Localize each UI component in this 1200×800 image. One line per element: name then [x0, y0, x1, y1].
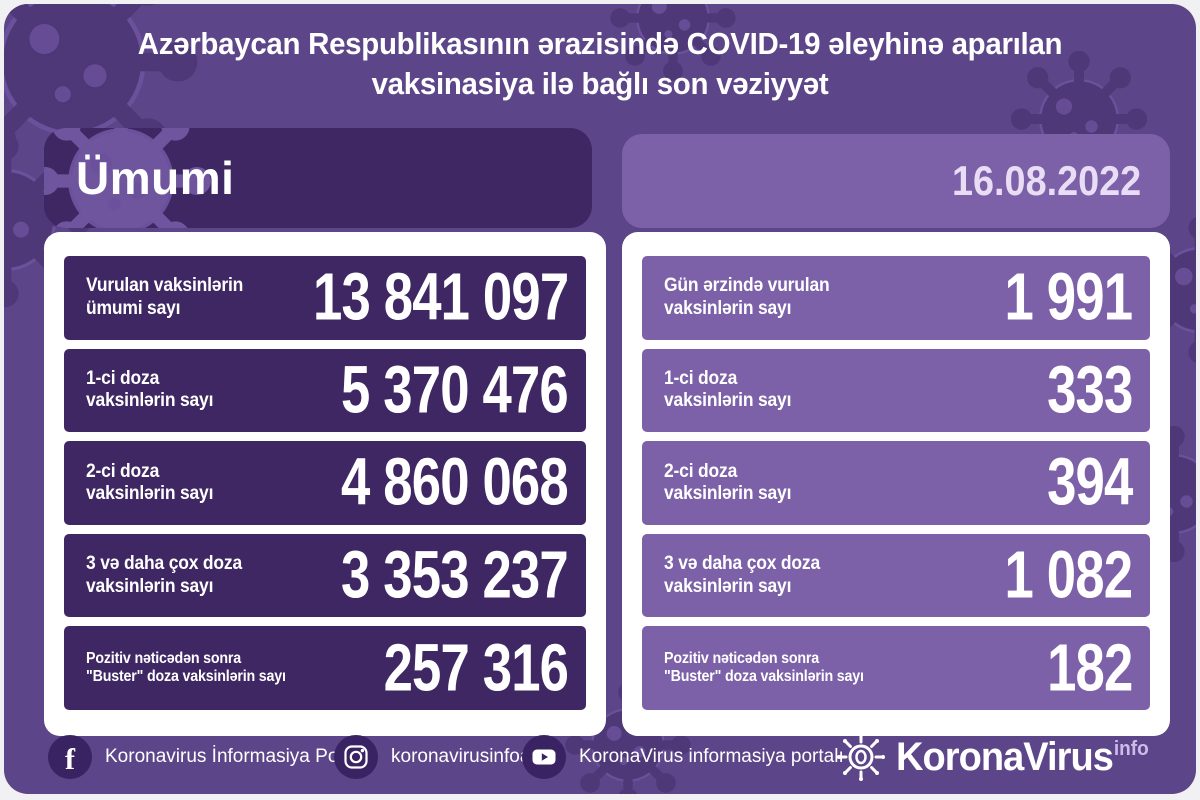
- brand-logo: KoronaVirusinfo: [836, 732, 1161, 782]
- instagram-label: koronavirusinfoaz: [391, 746, 540, 767]
- totals-header: Ümumi: [44, 128, 592, 228]
- stat-value: 257 316: [383, 630, 568, 706]
- footer: f Koronavirus İnformasiya Portalı korona…: [4, 720, 1196, 794]
- stat-row-dose1-total: 1-ci doza vaksinlərin sayı 5 370 476: [64, 348, 586, 433]
- stat-value: 4 860 068: [341, 445, 569, 521]
- title-line-2: vaksinasiya ilə bağlı son vəziyyət: [371, 66, 829, 102]
- brand-name: KoronaVirusinfo: [896, 734, 1149, 779]
- stat-label: Pozitiv nəticədən sonra "Buster" doza vak…: [664, 649, 864, 686]
- stat-row-daily-vaccines: Gün ərzində vurulan vaksinlərin sayı 1 99…: [642, 256, 1150, 340]
- stat-value: 1 991: [1004, 260, 1132, 336]
- stat-value: 182: [1046, 630, 1133, 706]
- facebook-item: f Koronavirus İnformasiya Portalı: [48, 735, 370, 779]
- totals-header-label: Ümumi: [76, 152, 235, 204]
- stat-value: 3 353 237: [341, 538, 569, 613]
- stat-value: 5 370 476: [341, 353, 569, 428]
- instagram-item: koronavirusinfoaz: [334, 735, 540, 779]
- page-title: Azərbaycan Respublikasının ərazisində CO…: [34, 24, 1166, 105]
- facebook-icon: f: [48, 735, 92, 779]
- daily-panel: 16.08.2022 Gün ərzində vurulan vaksinləri…: [622, 128, 1170, 736]
- stat-row-booster-daily: Pozitiv nəticədən sonra "Buster" doza vak…: [642, 626, 1150, 710]
- stat-row-booster-total: Pozitiv nəticədən sonra "Buster" doza vak…: [64, 626, 586, 710]
- title-line-1: Azərbaycan Respublikasının ərazisində CO…: [137, 26, 1063, 61]
- stat-label: Gün ərzində vurulan vaksinlərin sayı: [664, 275, 830, 319]
- brand-virus-icon: [837, 733, 885, 781]
- poster-background: Azərbaycan Respublikasının ərazisində CO…: [4, 4, 1196, 794]
- stat-label: 3 və daha çox doza vaksinlərin sayı: [86, 553, 243, 597]
- stat-row-total-vaccines: Vurulan vaksinlərin ümumi sayı 13 841 097: [64, 256, 586, 340]
- stat-row-dose2-daily: 2-ci doza vaksinlərin sayı 394: [642, 441, 1150, 525]
- stat-value: 13 841 097: [312, 260, 569, 336]
- stat-value: 1 082: [1004, 538, 1132, 613]
- stat-row-dose1-daily: 1-ci doza vaksinlərin sayı 333: [642, 348, 1150, 433]
- stat-label: 2-ci doza vaksinlərin sayı: [86, 460, 214, 504]
- totals-card: Vurulan vaksinlərin ümumi sayı 13 841 097…: [44, 232, 606, 736]
- report-date: 16.08.2022: [952, 157, 1142, 204]
- stat-value: 394: [1046, 445, 1133, 521]
- daily-card: Gün ərzində vurulan vaksinlərin sayı 1 99…: [622, 232, 1170, 736]
- stat-row-dose3plus-total: 3 və daha çox doza vaksinlərin sayı 3 353…: [64, 533, 586, 618]
- stat-label: 1-ci doza vaksinlərin sayı: [664, 367, 792, 412]
- youtube-icon: [522, 735, 566, 779]
- stat-row-dose3plus-daily: 3 və daha çox doza vaksinlərin sayı 1 082: [642, 533, 1150, 618]
- stat-label: 2-ci doza vaksinlərin sayı: [664, 460, 792, 504]
- facebook-label: Koronavirus İnformasiya Portalı: [105, 746, 371, 767]
- daily-header: 16.08.2022: [622, 134, 1170, 228]
- stat-value: 333: [1046, 353, 1133, 428]
- stat-label: 3 və daha çox doza vaksinlərin sayı: [664, 553, 821, 597]
- stat-label: 1-ci doza vaksinlərin sayı: [86, 367, 214, 412]
- instagram-icon: [334, 735, 378, 779]
- stat-label: Vurulan vaksinlərin ümumi sayı: [86, 275, 244, 319]
- totals-panel: Ümumi Vurulan vaksinlərin ümumi sayı 13 8…: [44, 128, 606, 736]
- stat-label: Pozitiv nəticədən sonra "Buster" doza vak…: [86, 649, 286, 686]
- youtube-label: KoronaVirus informasiya portalı: [579, 746, 844, 767]
- youtube-item: KoronaVirus informasiya portalı: [522, 735, 844, 779]
- stat-row-dose2-total: 2-ci doza vaksinlərin sayı 4 860 068: [64, 441, 586, 525]
- brand-info-suffix: info: [1113, 737, 1149, 760]
